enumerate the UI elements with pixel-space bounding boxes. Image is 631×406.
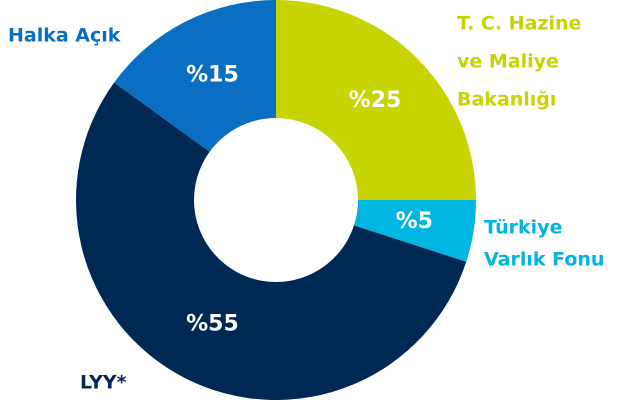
donut-slice [75, 82, 467, 401]
value-label: %25 [349, 88, 402, 113]
category-label: Varlık Fonu [484, 249, 604, 271]
category-label: Bakanlığı [457, 89, 556, 111]
value-label: %55 [186, 312, 239, 337]
donut-slice [276, 0, 476, 200]
category-label: LYY* [80, 372, 127, 394]
donut-slice [353, 200, 476, 262]
category-label: ve Maliye [457, 51, 559, 73]
category-label: Türkiye [484, 217, 562, 239]
value-label: %5 [396, 209, 433, 234]
category-label: Halka Açık [8, 25, 121, 47]
value-label: %15 [186, 62, 239, 87]
donut-slice [114, 0, 277, 152]
category-label: T. C. Hazine [457, 13, 581, 35]
